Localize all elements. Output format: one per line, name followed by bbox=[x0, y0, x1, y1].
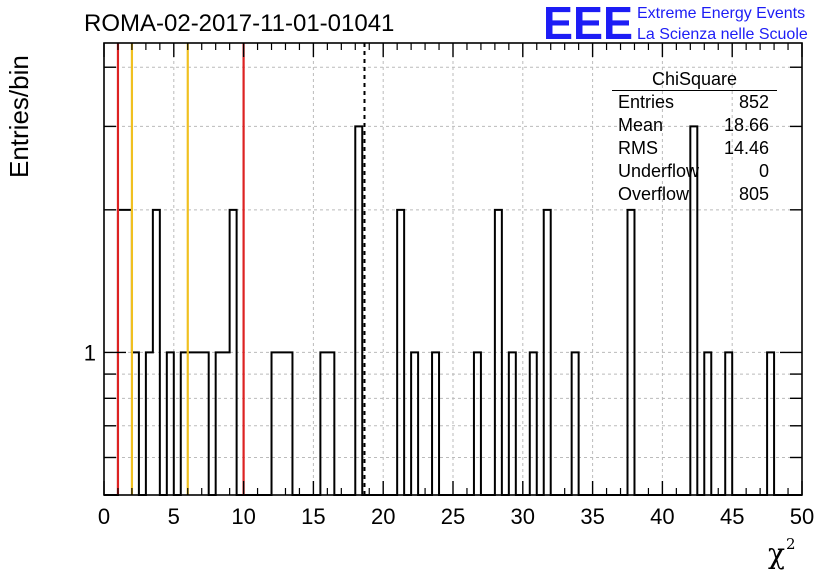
stats-row-overflow: Overflow 805 bbox=[612, 183, 777, 206]
grid-lines bbox=[104, 43, 802, 496]
eee-logo-mark: EEE bbox=[543, 2, 633, 42]
x-tick-label: 40 bbox=[650, 504, 674, 529]
stats-label: Entries bbox=[618, 92, 675, 112]
histogram-bin bbox=[355, 126, 362, 495]
stats-label: RMS bbox=[618, 138, 658, 158]
stats-box: ChiSquare Entries 852 Mean 18.66 RMS 14.46 … bbox=[612, 68, 777, 206]
stats-row-rms: RMS 14.46 bbox=[612, 137, 777, 160]
x-axis-label: χ2 bbox=[768, 535, 796, 570]
marker-lines bbox=[116, 43, 366, 495]
x-tick-label: 10 bbox=[231, 504, 255, 529]
stats-row-mean: Mean 18.66 bbox=[612, 114, 777, 137]
y-axis-label-text: Entries/bin bbox=[4, 55, 34, 178]
stats-label: Underflow bbox=[618, 161, 700, 181]
x-tick-label: 25 bbox=[441, 504, 465, 529]
y-axis-label: Entries/bin bbox=[4, 55, 35, 178]
stats-value: 0 bbox=[758, 161, 769, 181]
stats-row-entries: Entries 852 bbox=[612, 91, 777, 114]
logo-caption: Extreme Energy Events La Scienza nelle S… bbox=[637, 3, 808, 45]
logo-caption-line1: Extreme Energy Events bbox=[637, 5, 806, 22]
logo-caption-line2: La Scienza nelle Scuole bbox=[637, 26, 808, 43]
eee-logo: EEE bbox=[543, 2, 633, 42]
x-tick-label: 35 bbox=[580, 504, 604, 529]
x-axis-label-superscript: 2 bbox=[785, 535, 796, 553]
x-tick-label: 5 bbox=[168, 504, 180, 529]
stats-label: Overflow bbox=[618, 184, 690, 204]
x-tick-label: 20 bbox=[371, 504, 395, 529]
stats-value: 14.46 bbox=[723, 138, 769, 158]
y-tick-label: 1 bbox=[84, 340, 96, 365]
chart-title: ROMA-02-2017-11-01-01041 bbox=[84, 10, 395, 37]
x-tick-label: 50 bbox=[790, 504, 814, 529]
x-axis-label-base: χ bbox=[768, 537, 785, 570]
stats-value: 805 bbox=[738, 184, 769, 204]
stats-title: ChiSquare bbox=[612, 68, 777, 91]
x-tick-label: 15 bbox=[301, 504, 325, 529]
x-tick-label: 0 bbox=[98, 504, 110, 529]
axis-ticks bbox=[103, 43, 803, 496]
x-tick-label: 30 bbox=[511, 504, 535, 529]
axis-tick-labels: 0 5 10 15 20 25 30 35 40 45 50 1 bbox=[84, 340, 814, 529]
stats-value: 852 bbox=[738, 92, 769, 112]
x-tick-label: 45 bbox=[720, 504, 744, 529]
stats-row-underflow: Underflow 0 bbox=[612, 160, 777, 183]
stats-label: Mean bbox=[618, 115, 664, 135]
stats-value: 18.66 bbox=[723, 115, 769, 135]
